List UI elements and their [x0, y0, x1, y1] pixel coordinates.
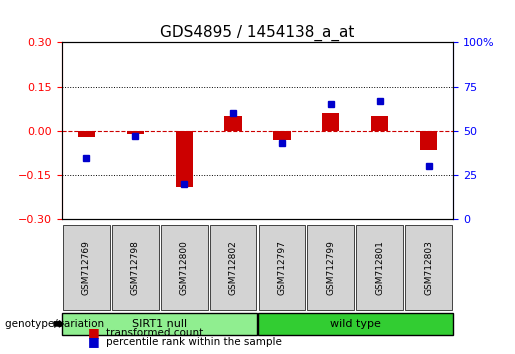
Text: GSM712797: GSM712797 — [278, 240, 286, 295]
Text: genotype/variation: genotype/variation — [5, 319, 108, 329]
Bar — [78, 131, 95, 137]
Bar — [420, 131, 437, 150]
Text: transformed count: transformed count — [106, 328, 203, 338]
Text: GSM712798: GSM712798 — [131, 240, 140, 295]
Text: percentile rank within the sample: percentile rank within the sample — [106, 337, 282, 347]
Bar — [127, 131, 144, 134]
Text: GSM712802: GSM712802 — [229, 240, 237, 295]
Text: GDS4895 / 1454138_a_at: GDS4895 / 1454138_a_at — [160, 25, 355, 41]
Bar — [225, 116, 242, 131]
Text: GSM712769: GSM712769 — [82, 240, 91, 295]
Text: wild type: wild type — [330, 319, 381, 329]
Text: GSM712800: GSM712800 — [180, 240, 188, 295]
Text: GSM712801: GSM712801 — [375, 240, 384, 295]
Bar — [273, 131, 290, 140]
Text: GSM712799: GSM712799 — [327, 240, 335, 295]
Text: ■: ■ — [88, 326, 99, 339]
Text: SIRT1 null: SIRT1 null — [132, 319, 187, 329]
Bar — [371, 116, 388, 131]
Bar — [322, 113, 339, 131]
Text: ■: ■ — [88, 335, 99, 348]
Bar — [176, 131, 193, 187]
Text: GSM712803: GSM712803 — [424, 240, 433, 295]
